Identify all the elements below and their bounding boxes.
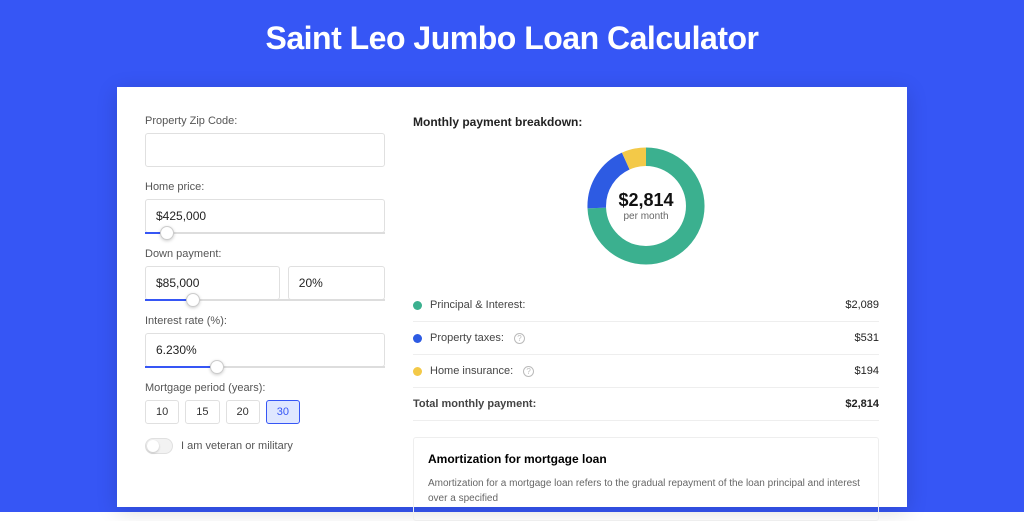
zip-input[interactable]	[145, 133, 385, 167]
period-option-10[interactable]: 10	[145, 400, 179, 424]
period-pill-row: 10 15 20 30	[145, 400, 385, 424]
total-label: Total monthly payment:	[413, 398, 536, 410]
veteran-toggle-row: I am veteran or military	[145, 438, 385, 454]
breakdown-title: Monthly payment breakdown:	[413, 115, 879, 129]
legend-label: Property taxes:	[430, 332, 504, 344]
period-option-30[interactable]: 30	[266, 400, 300, 424]
legend-value: $194	[855, 365, 879, 377]
period-option-15[interactable]: 15	[185, 400, 219, 424]
period-field-group: Mortgage period (years): 10 15 20 30	[145, 382, 385, 424]
period-label: Mortgage period (years):	[145, 382, 385, 394]
interest-field-group: Interest rate (%):	[145, 315, 385, 368]
legend-value: $531	[855, 332, 879, 344]
legend-row-principal: Principal & Interest: $2,089	[413, 289, 879, 322]
legend-left: Home insurance: ?	[413, 365, 534, 377]
slider-handle[interactable]	[160, 226, 174, 240]
veteran-toggle-label: I am veteran or military	[181, 440, 293, 452]
home-price-slider[interactable]	[145, 232, 385, 234]
veteran-toggle[interactable]	[145, 438, 173, 454]
calculator-card: Property Zip Code: Home price: Down paym…	[117, 87, 907, 507]
info-icon[interactable]: ?	[523, 366, 534, 377]
down-payment-slider[interactable]	[145, 299, 385, 301]
period-option-20[interactable]: 20	[226, 400, 260, 424]
interest-input[interactable]	[145, 333, 385, 367]
slider-fill	[145, 366, 217, 368]
results-column: Monthly payment breakdown: $2,814 per mo…	[413, 115, 879, 507]
down-payment-amount-input[interactable]	[145, 266, 280, 300]
page-title: Saint Leo Jumbo Loan Calculator	[0, 20, 1024, 57]
amortization-title: Amortization for mortgage loan	[428, 452, 864, 466]
home-price-label: Home price:	[145, 181, 385, 193]
legend-row-total: Total monthly payment: $2,814	[413, 388, 879, 421]
legend-dot-taxes	[413, 334, 422, 343]
legend-left: Principal & Interest:	[413, 299, 525, 311]
legend-left: Total monthly payment:	[413, 398, 536, 410]
zip-label: Property Zip Code:	[145, 115, 385, 127]
donut-wrap: $2,814 per month	[413, 141, 879, 271]
legend-row-taxes: Property taxes: ? $531	[413, 322, 879, 355]
page-background: Saint Leo Jumbo Loan Calculator Property…	[0, 0, 1024, 512]
legend-label: Home insurance:	[430, 365, 513, 377]
slider-handle[interactable]	[186, 293, 200, 307]
legend-dot-principal	[413, 301, 422, 310]
slider-handle[interactable]	[210, 360, 224, 374]
donut-value: $2,814	[618, 190, 673, 211]
legend-label: Principal & Interest:	[430, 299, 525, 311]
amortization-text: Amortization for a mortgage loan refers …	[428, 476, 864, 506]
amortization-box: Amortization for mortgage loan Amortizat…	[413, 437, 879, 521]
zip-field-group: Property Zip Code:	[145, 115, 385, 167]
donut-center: $2,814 per month	[581, 141, 711, 271]
legend-value: $2,089	[845, 299, 879, 311]
donut-sub: per month	[623, 211, 668, 222]
info-icon[interactable]: ?	[514, 333, 525, 344]
total-value: $2,814	[845, 398, 879, 410]
legend-dot-insurance	[413, 367, 422, 376]
down-payment-label: Down payment:	[145, 248, 385, 260]
interest-label: Interest rate (%):	[145, 315, 385, 327]
home-price-input[interactable]	[145, 199, 385, 233]
legend-row-insurance: Home insurance: ? $194	[413, 355, 879, 388]
interest-slider[interactable]	[145, 366, 385, 368]
down-payment-field-group: Down payment:	[145, 248, 385, 301]
down-payment-row	[145, 266, 385, 300]
legend-left: Property taxes: ?	[413, 332, 525, 344]
down-payment-pct-input[interactable]	[288, 266, 385, 300]
home-price-field-group: Home price:	[145, 181, 385, 234]
form-column: Property Zip Code: Home price: Down paym…	[145, 115, 385, 507]
donut-chart: $2,814 per month	[581, 141, 711, 271]
